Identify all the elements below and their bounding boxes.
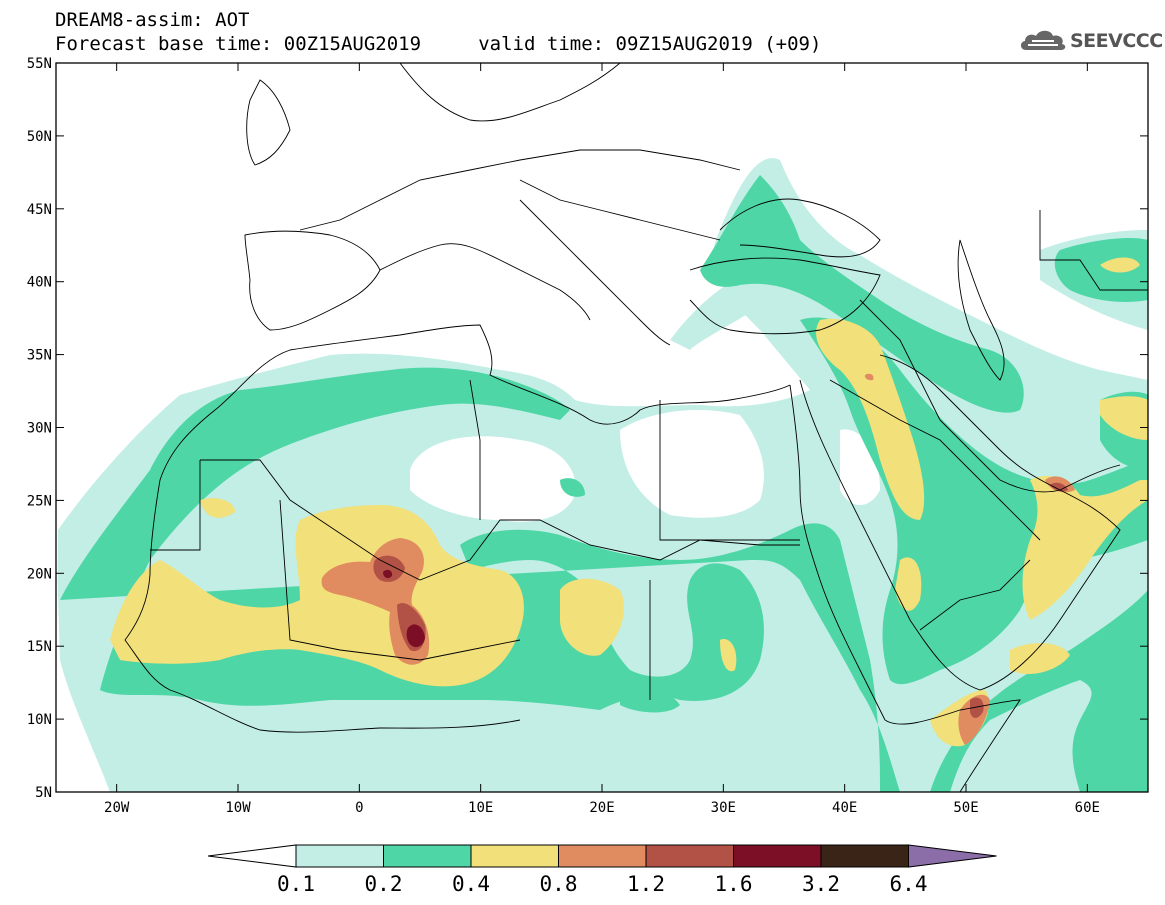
x-tick-label: 10E xyxy=(468,800,493,816)
x-tick-label: 50E xyxy=(953,800,978,816)
coastline-north-africa xyxy=(289,324,791,425)
colorbar-swatch xyxy=(820,844,909,868)
colorbar-label: 0.4 xyxy=(452,872,490,896)
coastline-iberia-europe xyxy=(244,230,381,331)
colorbar-label: 3.2 xyxy=(802,872,840,896)
logo-text: SEEVCCC xyxy=(1070,30,1163,52)
coastline-west-africa xyxy=(124,349,521,733)
axis-ticks: 20W 10W 0 10E 20E 30E 40E 50E 60E 55N 50N 45N 40N 35N… xyxy=(27,56,1148,816)
coastline-arabia xyxy=(799,354,1121,691)
colorbar-swatch xyxy=(645,844,734,868)
x-tick-label: 10W xyxy=(225,800,251,816)
colorbar-label: 0.1 xyxy=(277,872,315,896)
cloud-icon xyxy=(1020,30,1066,50)
colorbar-swatch xyxy=(470,844,559,868)
aot-colorbar: 0.1 0.2 0.4 0.8 1.2 1.6 3.2 6.4 xyxy=(207,844,997,896)
y-tick-label: 10N xyxy=(27,712,52,728)
border-central-asia xyxy=(1039,210,1148,291)
border-sahara-2 xyxy=(279,499,521,661)
colorbar-label: 0.2 xyxy=(365,872,403,896)
border-arabia-1 xyxy=(829,379,1041,541)
coastline-red-sea xyxy=(789,384,886,721)
x-tick-label: 0 xyxy=(355,800,363,816)
x-tick-label: 40E xyxy=(832,800,857,816)
colorbar-label: 1.2 xyxy=(627,872,665,896)
border-mauritania xyxy=(150,460,201,551)
y-tick-label: 30N xyxy=(27,421,52,437)
forecast-time-line: Forecast base time: 00Z15AUG2019 valid t… xyxy=(55,33,822,55)
x-tick-label: 20E xyxy=(589,800,614,816)
coastline-scandinavia-baltic xyxy=(399,63,621,122)
coastline-persian-gulf xyxy=(939,419,1121,493)
border-sahara-3 xyxy=(469,379,481,520)
colorbar-label: 1.6 xyxy=(715,872,753,896)
x-tick-label: 30E xyxy=(711,800,736,816)
colorbar-swatch xyxy=(295,844,384,868)
y-tick-label: 55N xyxy=(27,56,52,72)
clean-air-region xyxy=(56,410,880,792)
coastline-horn-africa xyxy=(884,699,1021,792)
y-tick-label: 45N xyxy=(27,202,52,218)
colorbar-swatch xyxy=(383,844,472,868)
border-balkans xyxy=(519,179,721,241)
x-tick-label: 60E xyxy=(1075,800,1100,816)
coastline-turkey xyxy=(689,257,881,335)
colorbar-label: 6.4 xyxy=(890,872,928,896)
aot-field xyxy=(56,158,1148,792)
coastlines-borders xyxy=(124,63,1148,792)
y-tick-label: 35N xyxy=(27,348,52,364)
border-iraq-iran xyxy=(859,299,941,421)
map-title: DREAM8-assim: AOT xyxy=(55,9,250,31)
seevccc-logo: SEEVCCC xyxy=(1018,26,1163,54)
y-tick-label: 20N xyxy=(27,566,52,582)
y-tick-label: 50N xyxy=(27,129,52,145)
coastline-france-italy xyxy=(379,243,591,321)
coastline-black-sea xyxy=(719,198,881,258)
border-arabia-2 xyxy=(919,559,1031,631)
colorbar-swatch xyxy=(733,844,822,868)
border-egypt-libya xyxy=(659,400,800,541)
colorbar-low-arrow xyxy=(207,844,297,868)
coastline-britain xyxy=(246,79,291,166)
x-tick-label: 20W xyxy=(104,800,130,816)
y-tick-label: 25N xyxy=(27,493,52,509)
coastline-balkans xyxy=(519,199,671,346)
y-tick-label: 5N xyxy=(35,785,52,801)
y-tick-label: 15N xyxy=(27,639,52,655)
colorbar-high-arrow xyxy=(908,844,997,868)
colorbar-label: 0.8 xyxy=(540,872,578,896)
aot-level-1.6 xyxy=(383,569,425,648)
colorbar-swatch xyxy=(558,844,647,868)
y-tick-label: 40N xyxy=(27,275,52,291)
border-europe xyxy=(299,149,741,231)
coastline-caspian xyxy=(957,239,1005,381)
